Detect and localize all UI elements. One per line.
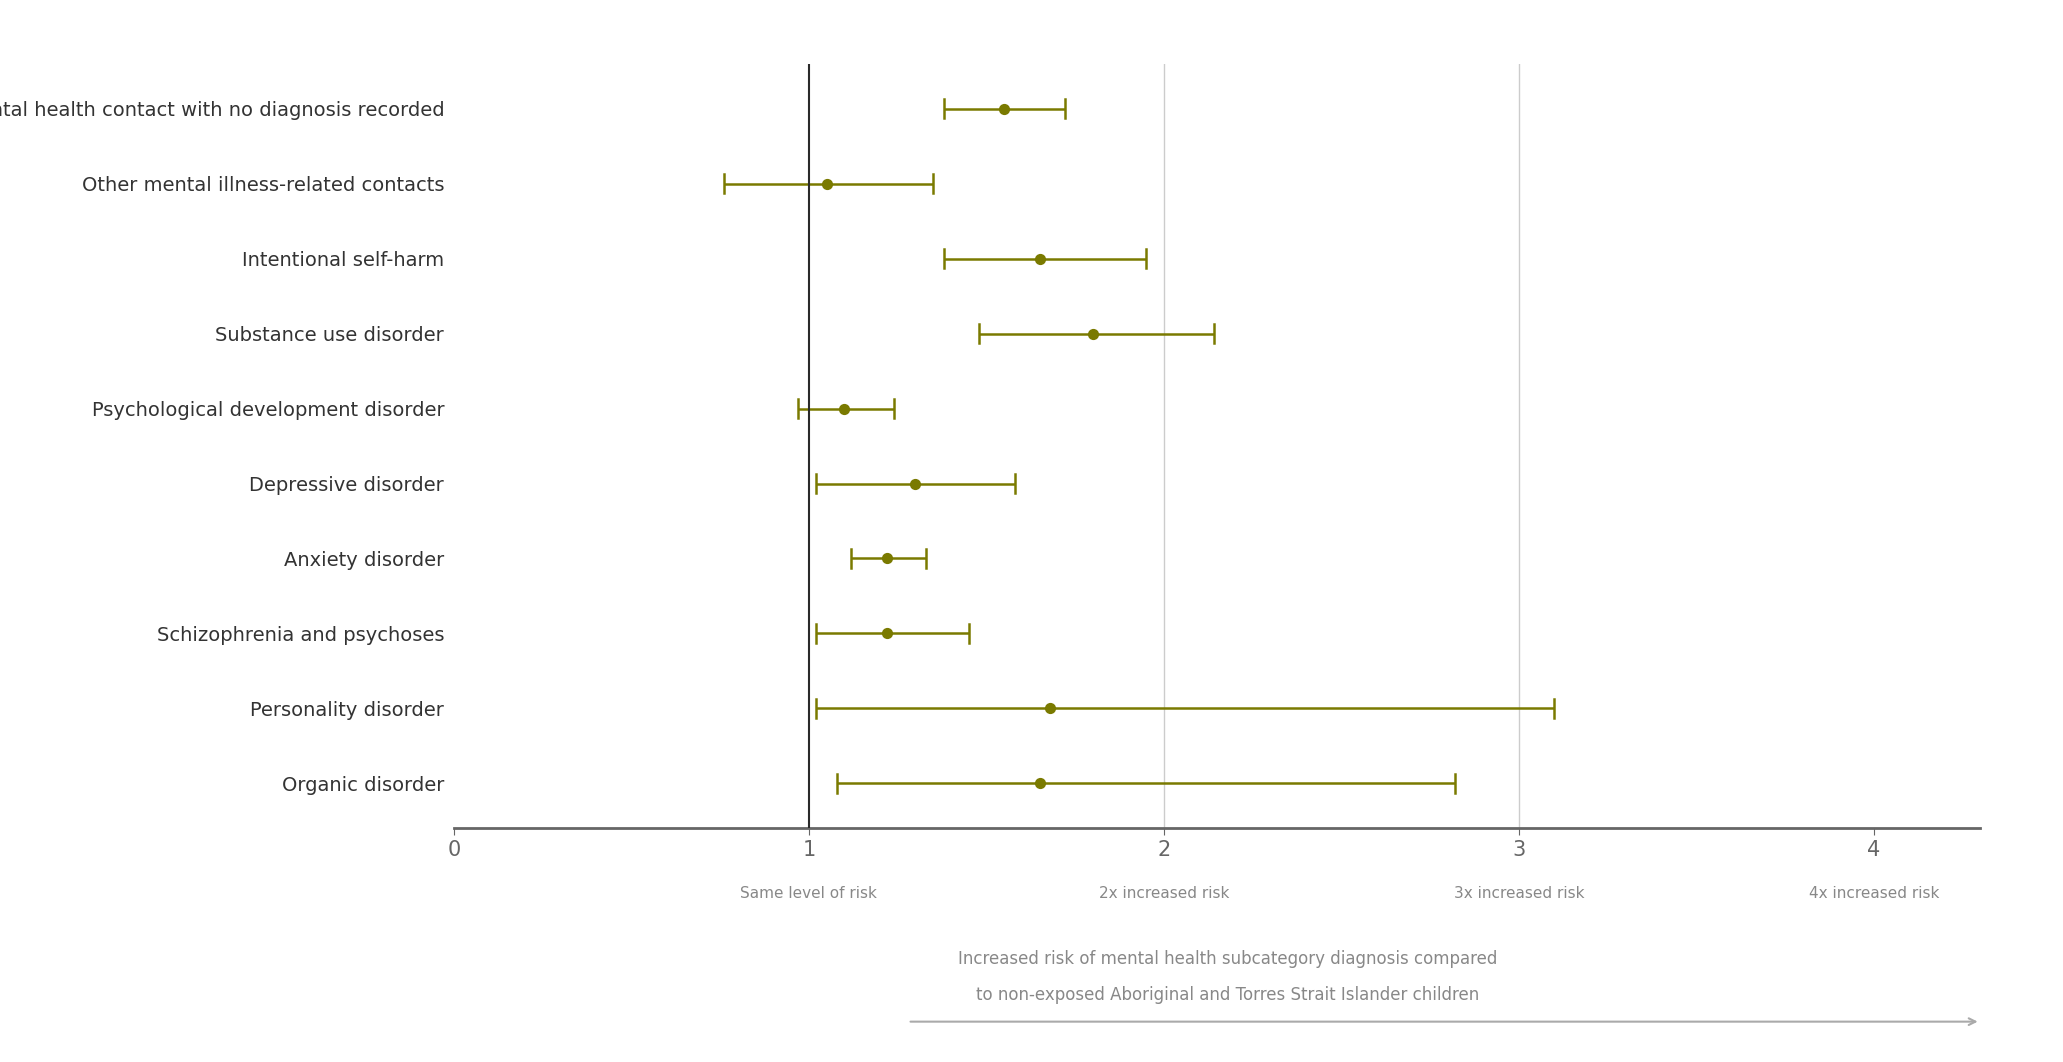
Text: Same level of risk: Same level of risk — [741, 886, 877, 901]
Point — [871, 624, 904, 641]
Point — [811, 175, 844, 192]
Text: 2x increased risk: 2x increased risk — [1100, 886, 1230, 901]
Text: 4x increased risk: 4x increased risk — [1809, 886, 1939, 901]
Point — [899, 475, 932, 492]
Text: Increased risk of mental health subcategory diagnosis compared: Increased risk of mental health subcateg… — [957, 950, 1498, 969]
Point — [827, 400, 860, 417]
Text: 3x increased risk: 3x increased risk — [1454, 886, 1584, 901]
Point — [1023, 251, 1056, 268]
Point — [1077, 325, 1110, 342]
Point — [988, 100, 1021, 117]
Point — [871, 550, 904, 567]
Point — [1023, 775, 1056, 792]
Text: to non-exposed Aboriginal and Torres Strait Islander children: to non-exposed Aboriginal and Torres Str… — [976, 986, 1479, 1004]
Point — [1034, 700, 1067, 717]
